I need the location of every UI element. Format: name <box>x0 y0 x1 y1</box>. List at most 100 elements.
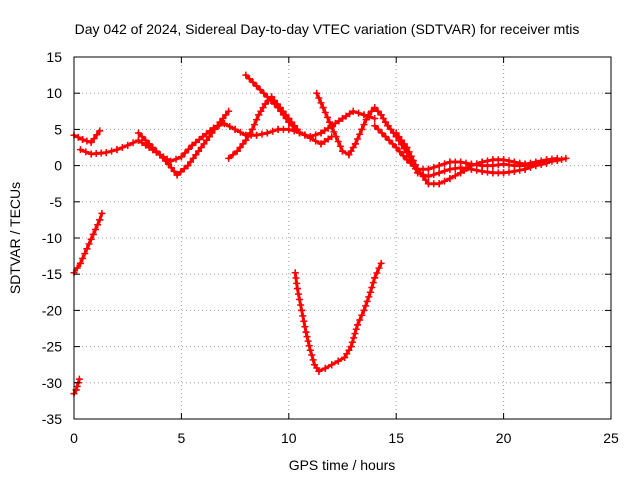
data-point-marker <box>457 169 465 177</box>
data-point-marker <box>74 133 82 141</box>
data-point-marker <box>558 155 566 163</box>
data-point-marker <box>76 146 84 154</box>
data-point-marker <box>315 94 323 102</box>
data-point-marker <box>263 93 271 101</box>
data-point-marker <box>505 157 513 165</box>
data-point-marker <box>261 100 269 108</box>
y-tick-label: -10 <box>42 230 62 246</box>
data-point-marker <box>313 89 321 97</box>
data-point-marker <box>299 312 307 320</box>
data-point-marker <box>360 121 368 129</box>
x-axis-title: GPS time / hours <box>289 457 396 473</box>
data-point-marker <box>366 288 374 296</box>
data-point-marker <box>170 167 178 175</box>
data-point-marker <box>430 171 438 179</box>
data-point-marker <box>339 147 346 155</box>
data-point-marker <box>375 264 383 272</box>
data-point-marker <box>187 158 195 166</box>
data-point-marker <box>124 141 132 149</box>
data-point-marker <box>79 136 87 144</box>
data-point-marker <box>356 316 364 324</box>
data-point-marker <box>385 136 393 144</box>
data-point-marker <box>374 107 382 115</box>
data-point-marker <box>321 364 329 372</box>
data-point-marker <box>358 311 366 319</box>
grid-lines <box>74 57 611 419</box>
data-point-marker <box>473 166 481 174</box>
x-tick-label: 0 <box>70 430 78 446</box>
data-point-marker <box>345 151 353 159</box>
data-point-marker <box>424 165 432 173</box>
data-point-marker <box>185 145 193 153</box>
data-point-marker <box>229 151 237 159</box>
data-point-marker <box>249 78 257 86</box>
data-point-marker <box>296 129 304 137</box>
data-point-marker <box>134 136 142 144</box>
data-point-marker <box>396 148 404 156</box>
data-point-marker <box>516 166 524 174</box>
data-point-marker <box>102 149 110 157</box>
data-point-marker <box>73 382 81 390</box>
data-point-marker <box>324 135 332 143</box>
data-point-marker <box>113 146 121 154</box>
data-point-marker <box>199 133 207 141</box>
data-point-marker <box>306 346 314 354</box>
data-point-marker <box>93 131 101 139</box>
data-point-marker <box>358 125 366 133</box>
data-point-marker <box>292 125 300 133</box>
data-point-marker <box>377 259 385 267</box>
data-point-marker <box>297 301 305 309</box>
data-point-marker <box>312 137 320 145</box>
data-point-marker <box>180 165 188 173</box>
data-point-marker <box>177 168 185 176</box>
data-point-marker <box>118 144 126 151</box>
data-point-marker <box>354 135 362 143</box>
series-line <box>315 91 390 157</box>
data-point-marker <box>90 135 98 143</box>
data-point-marker <box>321 137 329 145</box>
data-point-marker <box>250 121 258 129</box>
data-point-marker <box>317 140 325 148</box>
data-point-marker <box>253 82 261 90</box>
data-point-marker <box>197 144 205 151</box>
data-point-marker <box>244 133 252 141</box>
data-point-marker <box>328 361 336 369</box>
data-point-marker <box>195 136 203 144</box>
data-point-marker <box>253 131 261 139</box>
data-point-marker <box>188 141 196 149</box>
data-point-marker <box>326 118 334 126</box>
data-point-marker <box>87 138 95 146</box>
data-point-marker <box>181 149 189 157</box>
data-point-marker <box>279 111 287 119</box>
data-point-marker <box>334 137 342 145</box>
data-point-marker <box>195 147 203 155</box>
y-tick-label: 10 <box>46 85 62 101</box>
data-point-marker <box>298 306 306 314</box>
data-point-marker <box>257 107 265 115</box>
y-tick-label: 5 <box>54 121 62 137</box>
data-point-marker <box>317 99 325 107</box>
data-point-marker <box>422 176 430 184</box>
data-point-marker <box>373 269 381 277</box>
data-point-marker <box>400 140 408 148</box>
data-point-marker <box>553 154 561 162</box>
data-point-marker <box>305 342 313 350</box>
data-point-marker <box>363 297 371 305</box>
data-point-marker <box>317 129 325 137</box>
data-point-marker <box>435 169 443 177</box>
series-track-i <box>392 129 561 188</box>
data-point-marker <box>258 130 266 138</box>
data-point-marker <box>138 139 146 147</box>
x-tick-label: 25 <box>603 430 619 446</box>
data-point-marker <box>371 104 379 112</box>
series-track-c <box>134 107 233 179</box>
data-point-marker <box>368 283 376 291</box>
data-point-marker <box>378 129 386 137</box>
data-point-marker <box>306 133 314 141</box>
data-point-marker <box>222 111 230 119</box>
x-tick-label: 10 <box>281 430 297 446</box>
data-point-marker <box>435 162 443 170</box>
data-point-marker <box>399 152 407 160</box>
data-point-marker <box>349 107 357 115</box>
data-point-marker <box>407 152 415 160</box>
